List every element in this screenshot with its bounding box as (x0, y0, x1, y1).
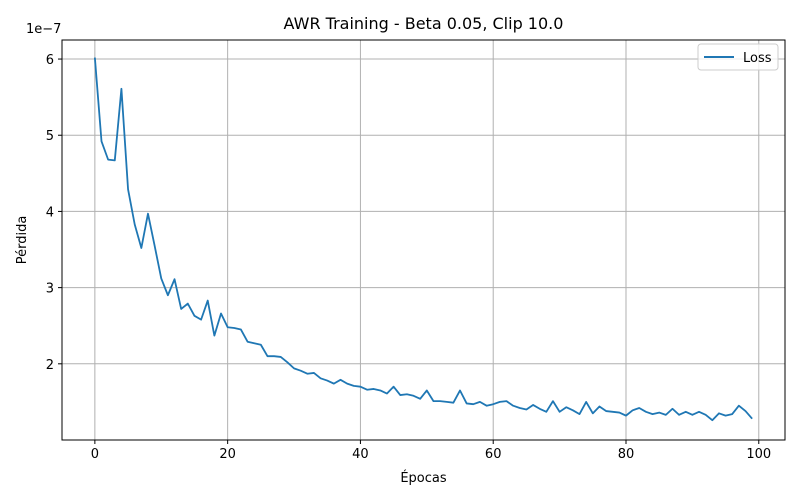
plot-frame (61, 39, 786, 441)
y-tick-label: 2 (46, 358, 54, 373)
ticks: 0 20 40 60 80 100 2 3 4 5 6 (46, 53, 771, 462)
y-tick-label: 4 (46, 205, 54, 220)
x-axis-label: Épocas (400, 470, 447, 486)
legend-label: Loss (743, 51, 772, 66)
legend-box (697, 43, 779, 71)
grid (62, 40, 785, 440)
y-scale-multiplier: 1e−7 (26, 22, 61, 37)
x-tick-label: 60 (485, 447, 502, 462)
x-tick-label: 100 (746, 447, 771, 462)
y-tick-label: 3 (46, 282, 54, 297)
loss-line (93, 57, 753, 422)
series-layer (93, 57, 753, 422)
chart-title: AWR Training - Beta 0.05, Clip 10.0 (284, 14, 564, 33)
x-tick-label: 40 (352, 447, 369, 462)
y-axis-label: Pérdida (15, 216, 30, 265)
y-tick-label: 6 (46, 53, 54, 68)
y-tick-label: 5 (46, 129, 54, 144)
legend: Loss (697, 43, 779, 71)
x-tick-label: 0 (91, 447, 99, 462)
x-tick-label: 80 (618, 447, 635, 462)
x-tick-label: 20 (219, 447, 236, 462)
